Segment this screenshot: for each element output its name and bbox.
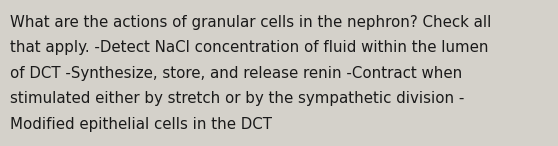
Text: stimulated either by stretch or by the sympathetic division -: stimulated either by stretch or by the s…: [10, 91, 464, 106]
Text: of DCT -Synthesize, store, and release renin -Contract when: of DCT -Synthesize, store, and release r…: [10, 66, 462, 81]
Text: Modified epithelial cells in the DCT: Modified epithelial cells in the DCT: [10, 117, 272, 132]
Text: What are the actions of granular cells in the nephron? Check all: What are the actions of granular cells i…: [10, 15, 492, 30]
Text: that apply. -Detect NaCl concentration of fluid within the lumen: that apply. -Detect NaCl concentration o…: [10, 40, 489, 55]
